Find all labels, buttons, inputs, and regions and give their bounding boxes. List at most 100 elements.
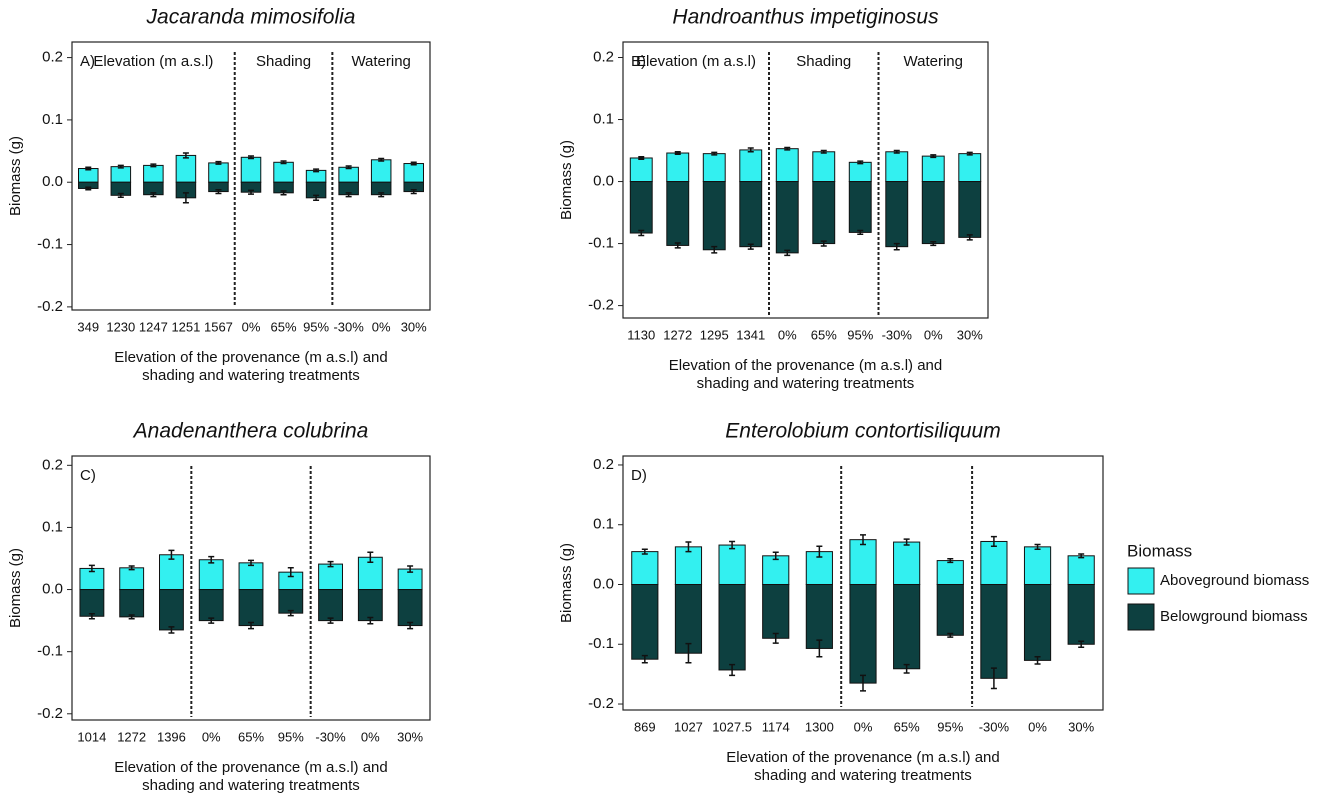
y-tick-label: -0.2 [37,298,63,315]
error-bar [674,151,681,156]
x-axis-title: shading and watering treatments [754,767,972,784]
legend-swatch [1127,567,1155,595]
bar [238,589,264,627]
error-bar [168,626,175,634]
y-tick-label: -0.2 [588,695,614,712]
y-tick-label: 0.1 [42,111,63,128]
error-bar [128,565,135,571]
x-tick-label: 0% [361,729,380,744]
error-bar [747,243,754,250]
error-bar [641,548,648,555]
bar [631,583,659,660]
error-bar [313,168,320,173]
error-bar [990,535,997,547]
x-tick-label: 65% [238,729,264,744]
bar [936,560,964,585]
y-tick-label: -0.1 [37,236,63,253]
error-bar [816,639,823,658]
error-bar [930,154,937,159]
error-bar [966,151,973,156]
x-tick-label: 30% [1068,719,1094,734]
y-tick-label: -0.1 [588,235,614,252]
error-bar [208,555,215,564]
error-bar [367,616,374,625]
bar [78,168,99,183]
error-bar [150,163,157,168]
bar [143,164,164,183]
bar [208,162,229,183]
bar [370,159,392,183]
error-bar [903,663,910,674]
bar [980,583,1008,679]
bar [849,539,877,585]
error-bar [327,560,334,568]
bar [936,583,964,636]
bar [240,156,262,183]
group-label: Shading [796,53,851,70]
group-label: Watering [904,53,963,70]
error-bar [1034,543,1041,550]
chart-title: Handroanthus impetiginosus [672,6,939,29]
x-tick-label: 1247 [139,319,168,334]
error-bar [182,152,189,159]
x-tick-label: 95% [278,729,304,744]
x-tick-label: 0% [924,327,943,342]
error-bar [860,674,866,692]
x-tick-label: 30% [957,327,983,342]
panel-label: B) [631,53,646,70]
error-bar [711,245,718,254]
legend-swatch [1127,603,1155,631]
bar [893,541,921,585]
x-tick-label: 0% [854,719,873,734]
bar [958,181,982,238]
error-bar [820,240,827,247]
x-tick-label: 1272 [117,729,146,744]
error-bar [903,538,910,546]
bar [848,161,872,183]
bar [739,149,763,183]
bar [666,152,690,183]
error-bar [820,149,827,154]
bar [921,181,945,245]
error-bar [1078,640,1085,648]
error-bar [638,229,645,237]
y-tick-label: 0.2 [42,456,63,473]
error-bar [930,240,937,247]
bar [762,555,790,585]
x-tick-label: 1027.5 [712,719,752,734]
y-tick-label: 0.2 [593,456,614,473]
x-axis-title: shading and watering treatments [142,777,360,794]
error-bar [816,545,823,558]
x-tick-label: 1027 [674,719,703,734]
y-tick-label: -0.2 [588,297,614,314]
x-tick-label: 0% [1028,719,1047,734]
y-axis-title: Biomass (g) [558,543,575,623]
bar [1067,583,1095,645]
bar [666,181,690,246]
bar [674,583,703,654]
error-bar [857,160,864,165]
bar [159,554,184,591]
error-bar [215,188,222,195]
bar [397,589,423,627]
bar [739,181,763,248]
error-bar [685,642,692,664]
legend-label: Aboveground biomass [1160,572,1309,589]
bar [980,540,1008,585]
error-bar [88,564,95,573]
bar [849,583,877,684]
error-bar [893,149,900,154]
bar [1023,583,1052,661]
bar [1023,546,1052,585]
error-bar [182,192,189,204]
bar [893,583,921,670]
bar [921,155,945,183]
plot-frame [622,455,1104,711]
error-bar [947,632,954,638]
error-bar [772,551,779,561]
bar [278,589,304,614]
x-tick-label: 0% [778,327,797,342]
bar [958,153,982,183]
error-bar [638,155,645,160]
bar [848,181,872,233]
